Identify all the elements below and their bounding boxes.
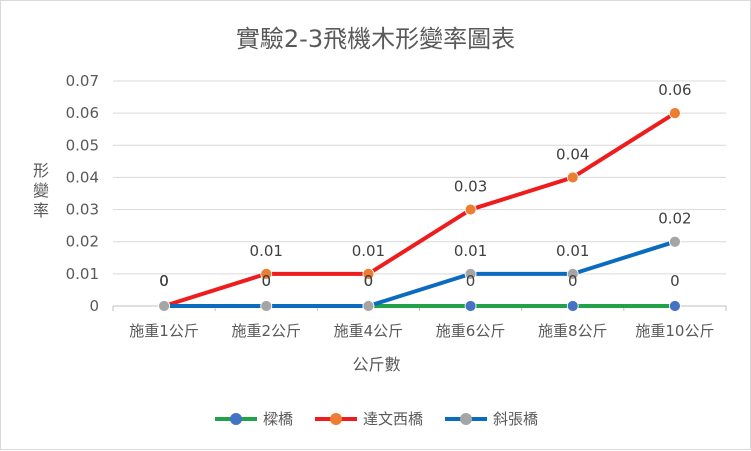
data-label: 0 — [364, 272, 374, 290]
data-label: 0 — [670, 272, 680, 290]
y-tick-label: 0.07 — [66, 72, 99, 90]
y-axis-label: 形變率 — [32, 161, 49, 220]
legend-swatch — [314, 412, 357, 425]
y-tick-label: 0.02 — [66, 233, 99, 251]
x-axis-label: 公斤數 — [352, 355, 401, 374]
data-label: 0.01 — [454, 242, 487, 260]
data-point — [260, 300, 273, 312]
legend-item: 斜張橋 — [445, 408, 538, 429]
series-line — [162, 111, 677, 308]
data-label: 0.01 — [250, 242, 283, 260]
data-label: 0 — [159, 272, 169, 290]
data-label: 0 — [261, 272, 271, 290]
y-tick-label: 0.05 — [66, 136, 99, 154]
x-tick-label: 施重8公斤 — [538, 322, 608, 340]
y-tick-label: 0.03 — [66, 201, 99, 219]
x-tick-label: 施重4公斤 — [334, 322, 404, 340]
legend-label: 達文西橋 — [362, 410, 423, 428]
data-label: 0.04 — [556, 145, 589, 163]
data-point — [464, 203, 477, 216]
x-tick-label: 施重10公斤 — [635, 322, 714, 340]
y-tick-label: 0 — [89, 297, 99, 315]
legend: 樑橋 達文西橋 斜張橋 — [1, 408, 751, 429]
data-label: 0 — [466, 272, 476, 290]
data-label: 0 — [159, 272, 169, 290]
data-point — [566, 171, 579, 184]
x-tick-label: 施重6公斤 — [436, 322, 506, 340]
data-point — [566, 267, 579, 280]
legend-label: 斜張橋 — [493, 410, 539, 428]
data-label: 0 — [568, 272, 578, 290]
data-label: 0 — [261, 272, 271, 290]
data-label: 0.01 — [352, 242, 385, 260]
data-point — [669, 300, 681, 312]
data-label: 0.01 — [556, 242, 589, 260]
data-point — [669, 235, 681, 248]
data-point — [669, 107, 681, 120]
data-point — [566, 300, 579, 312]
data-label: 0 — [364, 272, 374, 290]
legend-item: 達文西橋 — [314, 408, 423, 429]
legend-label: 樑橋 — [262, 410, 293, 428]
y-tick-label: 0.04 — [66, 168, 99, 186]
legend-item: 樑橋 — [214, 408, 293, 429]
chart-title: 實驗2-3飛機木形變率圖表 — [235, 25, 516, 53]
data-point — [464, 300, 477, 312]
series-line — [162, 239, 677, 308]
data-point — [362, 300, 375, 312]
data-point — [464, 267, 477, 280]
legend-swatch — [445, 412, 487, 425]
data-label: 0.06 — [658, 81, 691, 99]
data-label: 0.02 — [658, 210, 691, 228]
data-label: 0 — [159, 272, 169, 290]
data-point — [158, 300, 170, 312]
data-point — [362, 267, 375, 280]
y-tick-label: 0.01 — [66, 265, 99, 283]
legend-swatch — [214, 412, 257, 425]
x-tick-label: 施重2公斤 — [231, 322, 301, 340]
y-tick-label: 0.06 — [66, 104, 99, 122]
x-tick-label: 施重1公斤 — [129, 322, 199, 340]
data-label: 0.03 — [454, 178, 487, 196]
data-point — [260, 267, 273, 280]
